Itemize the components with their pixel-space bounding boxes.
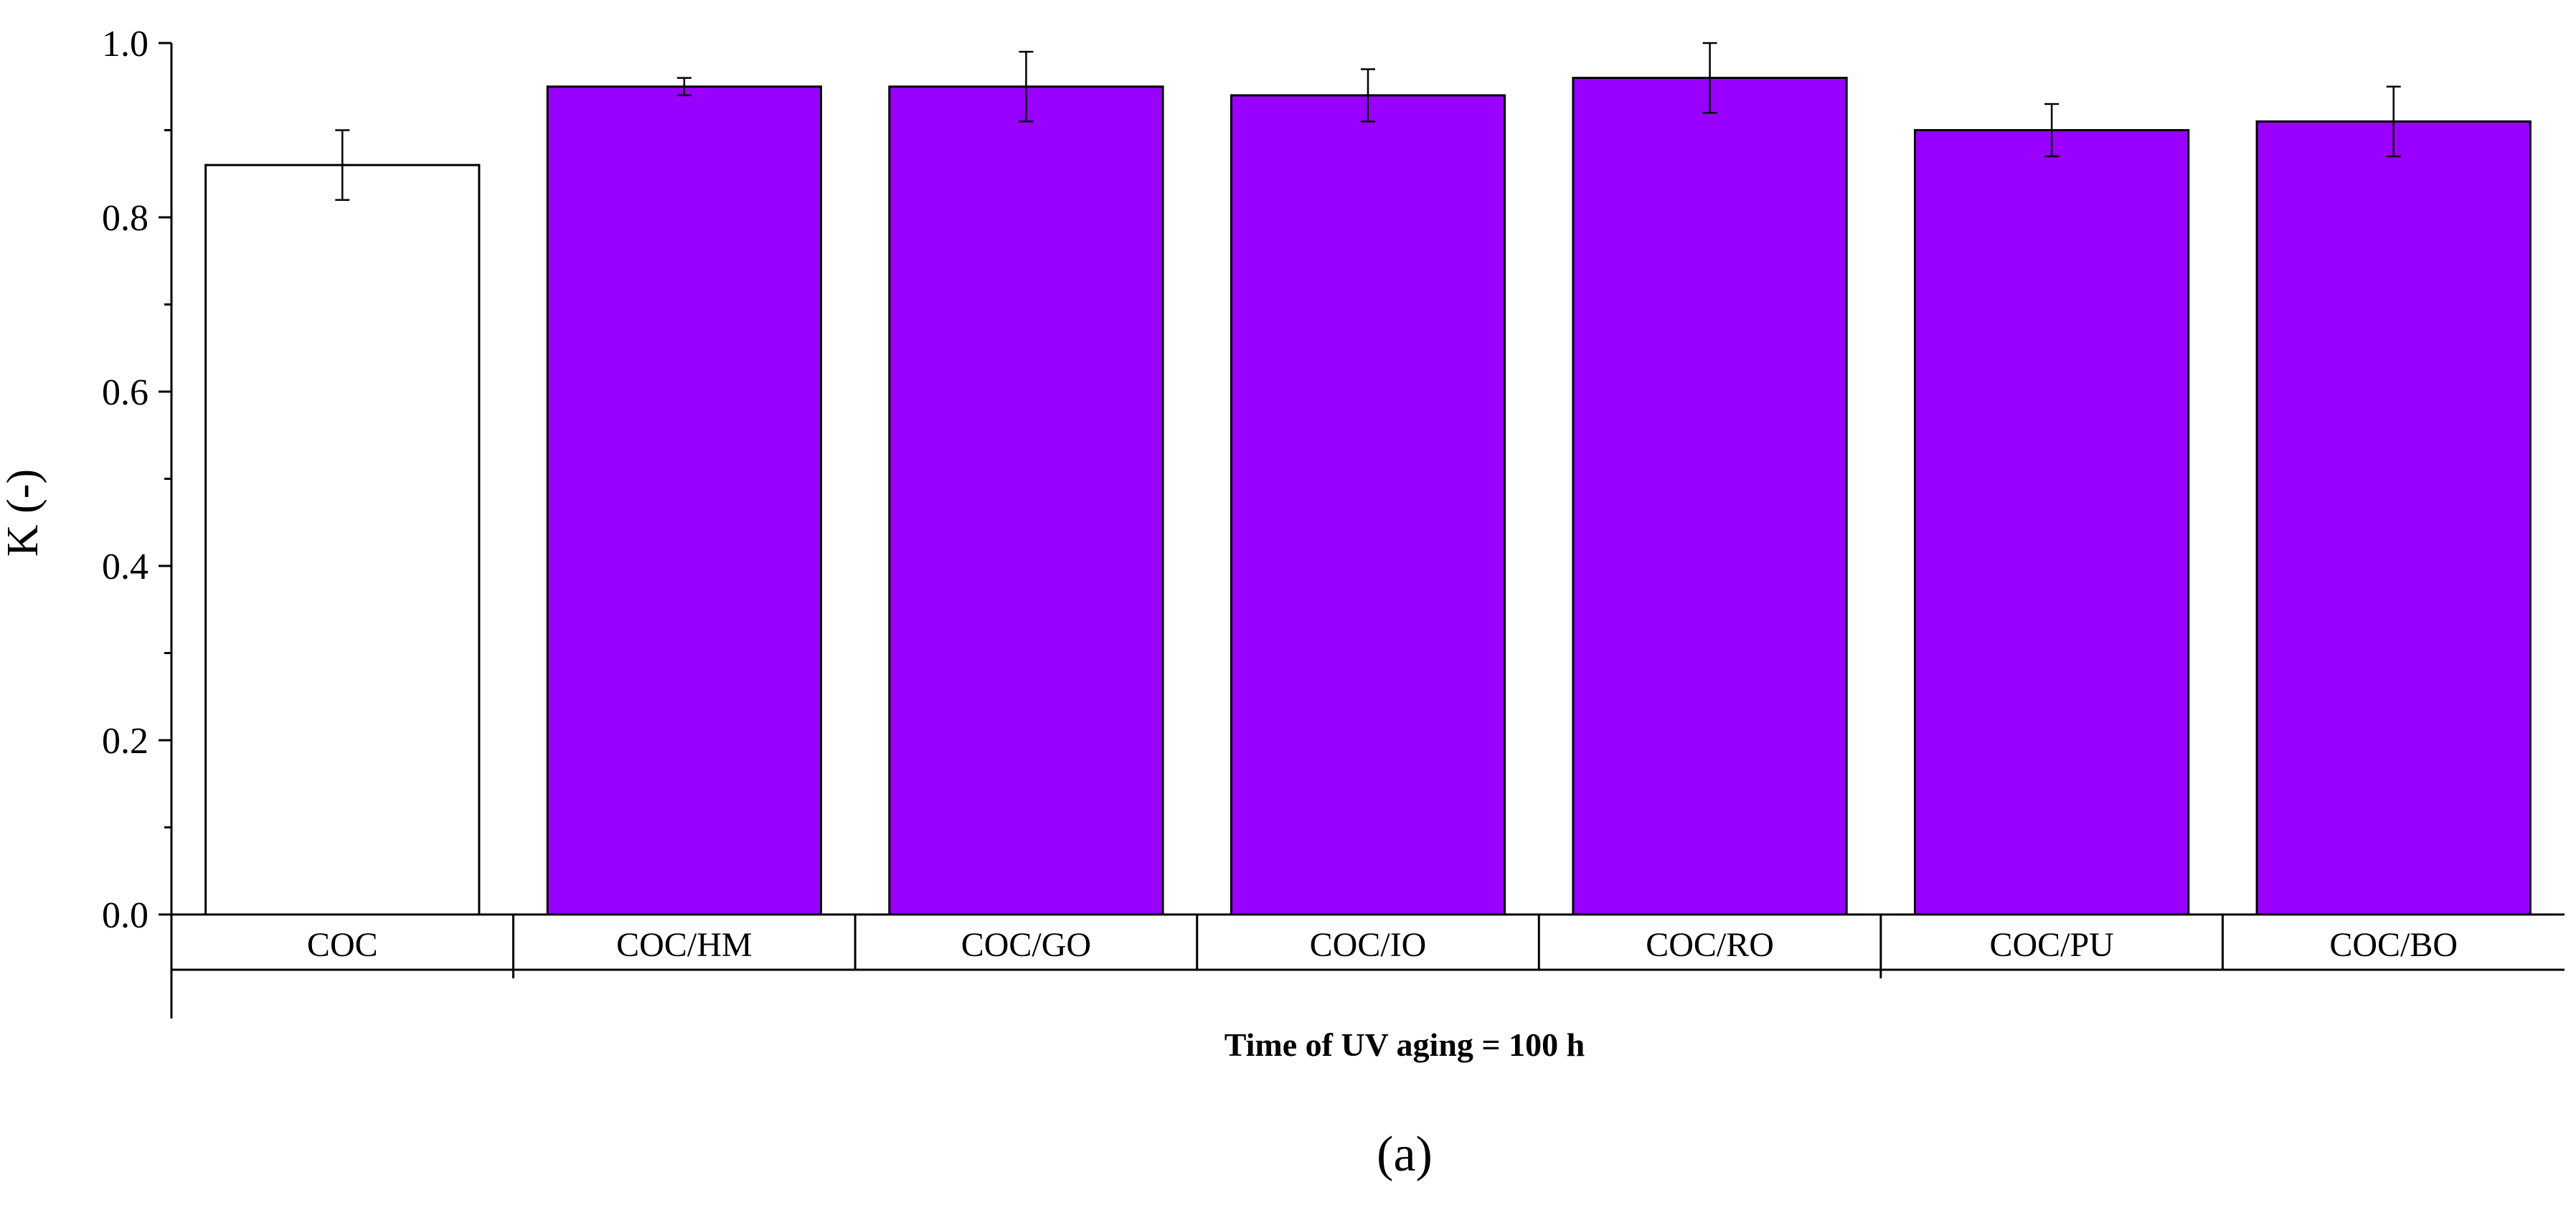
y-axis-label: K (-) [0,469,47,557]
x-tick-label: COC/PU [1989,926,2113,964]
x-tick-label: COC [307,926,378,964]
x-tick-label: COC/IO [1310,926,1427,964]
y-tick-label: 0.0 [102,895,148,936]
y-tick-label: 0.6 [102,372,148,413]
bar [888,85,1164,916]
x-tick-label: COC/BO [2329,926,2458,964]
x-tick-label: COC/GO [961,926,1091,964]
bar [1572,77,1848,916]
bar [2255,120,2532,916]
x-tick-label: COC/HM [616,926,752,964]
x-tick-label: COC/RO [1646,926,1774,964]
bar [1230,94,1506,916]
bar [1914,129,2190,916]
bar [204,164,481,916]
y-tick-label: 0.2 [102,721,148,762]
y-tick-label: 0.8 [102,198,148,239]
bar [546,85,822,916]
y-tick-label: 1.0 [102,24,148,65]
x-axis-label: Time of UV aging = 100 h [1225,1026,1585,1063]
y-tick-label: 0.4 [102,547,148,587]
panel-label: (a) [1377,1127,1433,1182]
